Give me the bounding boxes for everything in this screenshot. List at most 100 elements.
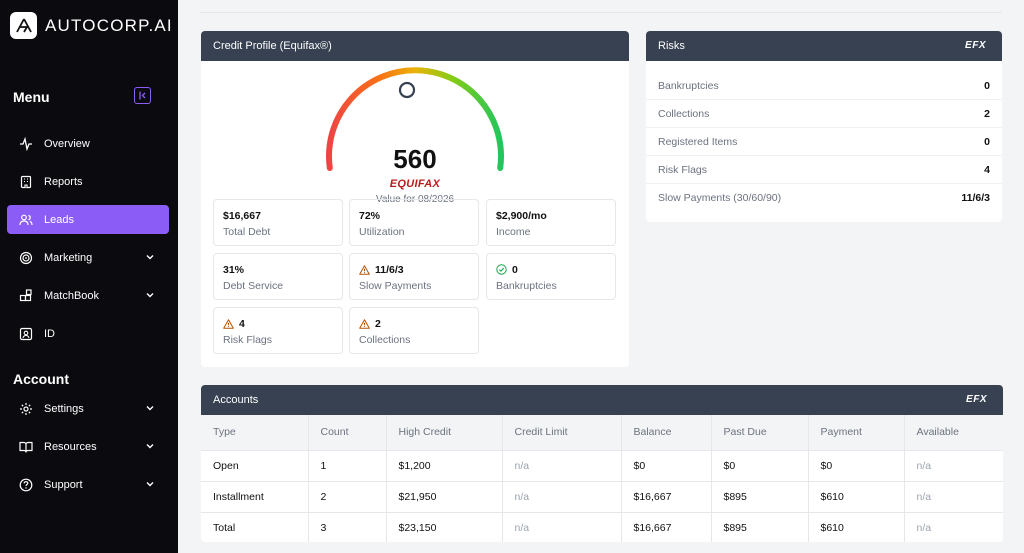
- table-cell: $16,667: [621, 480, 712, 512]
- stat-utilization: 72% Utilization: [349, 199, 479, 246]
- efx-badge: EFX: [966, 394, 987, 405]
- risks-title: Risks: [658, 40, 685, 52]
- table-cell: Open: [201, 449, 309, 481]
- stat-value: 72%: [359, 209, 381, 222]
- account-title: Account: [13, 371, 69, 387]
- stat-label: Income: [496, 226, 531, 238]
- check-circle-icon: [496, 264, 507, 275]
- table-cell: Total: [201, 511, 309, 542]
- sidebar-item-support[interactable]: Support: [7, 470, 169, 499]
- table-cell: $610: [808, 511, 905, 542]
- table-cell: n/a: [502, 480, 622, 512]
- risk-value: 0: [984, 135, 990, 148]
- column-header: Count: [308, 415, 387, 450]
- stat-slow-payments: 11/6/3 Slow Payments: [349, 253, 479, 300]
- table-row: Total 3 $23,150 n/a $16,667 $895 $610 n/…: [201, 511, 1003, 542]
- risk-row-registered-items: Registered Items 0: [646, 128, 1002, 156]
- stat-total-debt: $16,667 Total Debt: [213, 199, 343, 246]
- table-cell: $21,950: [386, 480, 503, 512]
- sidebar-item-label: Support: [44, 478, 83, 491]
- credit-profile-card: Credit Profile (Equifax®) 560 EQUIFAX Va…: [201, 31, 629, 367]
- stat-value: 31%: [223, 263, 245, 276]
- app-name: AUTOCORP.AI: [45, 15, 173, 35]
- book-icon: [19, 440, 33, 454]
- table-cell: $610: [808, 480, 905, 512]
- stat-label: Utilization: [359, 226, 405, 238]
- app-logo[interactable]: AUTOCORP.AI: [10, 12, 173, 39]
- stat-value: $2,900/mo: [496, 209, 547, 222]
- column-header: Balance: [621, 415, 712, 450]
- stat-label: Total Debt: [223, 226, 271, 238]
- stat-label: Bankruptcies: [496, 280, 557, 292]
- sidebar-item-label: Reports: [44, 175, 83, 188]
- credit-profile-title: Credit Profile (Equifax®): [213, 40, 332, 52]
- risks-header: Risks EFX: [646, 31, 1002, 61]
- stat-value: 0: [512, 263, 518, 276]
- chevron-left-icon: [139, 91, 146, 100]
- stat-value: 2: [375, 317, 381, 330]
- column-header: Available: [904, 415, 1003, 450]
- risk-label: Bankruptcies: [658, 79, 719, 92]
- table-cell: $0: [808, 449, 905, 481]
- chevron-down-icon: [146, 255, 154, 260]
- sidebar-item-leads[interactable]: Leads: [7, 205, 169, 234]
- stat-value: $16,667: [223, 209, 261, 222]
- risk-value: 2: [984, 107, 990, 120]
- warning-icon: [359, 318, 370, 329]
- credit-score: 560: [393, 144, 437, 174]
- risk-label: Risk Flags: [658, 163, 708, 176]
- sidebar-item-id[interactable]: ID: [7, 319, 169, 348]
- sidebar-item-marketing[interactable]: Marketing: [7, 243, 169, 272]
- sidebar-item-label: Leads: [44, 213, 74, 226]
- table-cell: n/a: [502, 449, 622, 481]
- column-header: Type: [201, 415, 309, 450]
- sidebar-item-reports[interactable]: Reports: [7, 167, 169, 196]
- table-cell: $23,150: [386, 511, 503, 542]
- activity-icon: [19, 136, 33, 151]
- table-cell: n/a: [904, 449, 1003, 481]
- chevron-down-icon: [146, 406, 154, 411]
- help-icon: [19, 478, 33, 492]
- stat-value: 4: [239, 317, 245, 330]
- table-row: Open 1 $1,200 n/a $0 $0 $0 n/a: [201, 449, 1003, 481]
- sidebar-item-label: ID: [44, 327, 55, 340]
- accounts-header: Accounts EFX: [201, 385, 1003, 415]
- risk-value: 11/6/3: [961, 192, 990, 204]
- accounts-card: Accounts EFX Type Count High Credit Cred…: [201, 385, 1003, 542]
- sidebar-item-label: Marketing: [44, 251, 93, 264]
- menu-title: Menu: [13, 89, 50, 105]
- target-icon: [19, 251, 33, 265]
- credit-score-gauge: [326, 67, 504, 171]
- column-header: Credit Limit: [502, 415, 622, 450]
- sidebar-item-settings[interactable]: Settings: [7, 394, 169, 423]
- table-cell: 3: [308, 511, 387, 542]
- stat-label: Debt Service: [223, 280, 284, 292]
- table-cell: n/a: [904, 480, 1003, 512]
- stat-collections: 2 Collections: [349, 307, 479, 354]
- table-cell: $16,667: [621, 511, 712, 542]
- sidebar-item-overview[interactable]: Overview: [7, 129, 169, 158]
- table-cell: $895: [711, 480, 809, 512]
- gauge-marker: [398, 81, 416, 99]
- stat-debt-service: 31% Debt Service: [213, 253, 343, 300]
- accounts-table: Type Count High Credit Credit Limit Bala…: [201, 415, 1003, 542]
- collapse-sidebar-button[interactable]: [134, 87, 151, 104]
- chevron-down-icon: [146, 444, 154, 449]
- risk-value: 0: [984, 79, 990, 92]
- logo-icon: [10, 12, 37, 39]
- sidebar-item-label: Settings: [44, 402, 84, 415]
- stat-value: 11/6/3: [375, 263, 404, 276]
- sidebar-item-resources[interactable]: Resources: [7, 432, 169, 461]
- risk-label: Slow Payments (30/60/90): [658, 192, 782, 204]
- building-icon: [19, 175, 33, 189]
- credit-profile-header: Credit Profile (Equifax®): [201, 31, 629, 61]
- chevron-down-icon: [146, 293, 154, 298]
- table-cell: $1,200: [386, 449, 503, 481]
- stat-label: Risk Flags: [223, 334, 273, 346]
- risk-row-risk-flags: Risk Flags 4: [646, 156, 1002, 184]
- sidebar-item-label: Overview: [44, 137, 90, 150]
- sidebar-item-label: MatchBook: [44, 289, 100, 302]
- sidebar-item-matchbook[interactable]: MatchBook: [7, 281, 169, 310]
- header-divider: [200, 12, 1002, 13]
- risk-value: 4: [984, 163, 990, 176]
